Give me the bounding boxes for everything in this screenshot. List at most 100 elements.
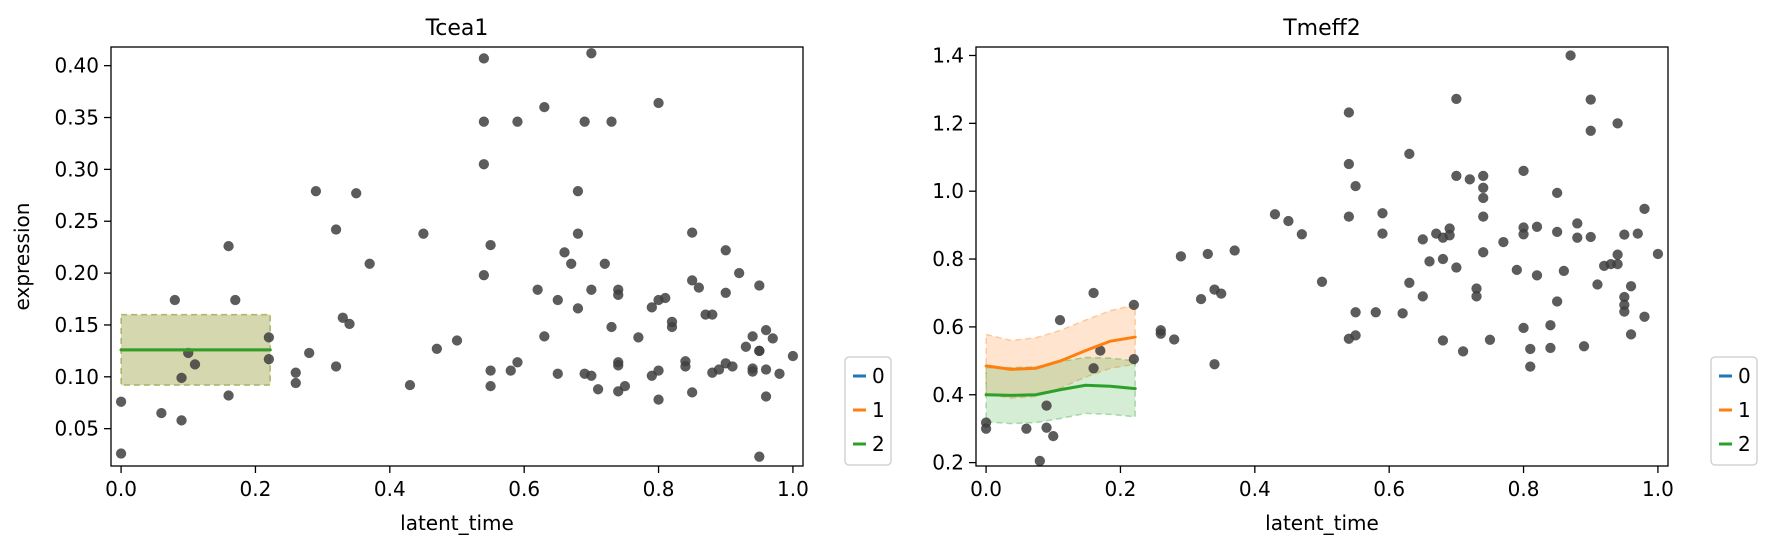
data-point bbox=[451, 335, 463, 346]
data-point bbox=[1565, 50, 1576, 61]
data-point bbox=[612, 289, 624, 301]
y-tick-label: 0.10 bbox=[54, 365, 99, 389]
data-point bbox=[720, 245, 731, 256]
data-point bbox=[1343, 107, 1355, 118]
data-point bbox=[720, 287, 731, 299]
data-point bbox=[1612, 249, 1623, 260]
data-point bbox=[364, 258, 375, 270]
data-point bbox=[418, 228, 429, 239]
data-point bbox=[1484, 334, 1496, 346]
data-point bbox=[680, 361, 691, 372]
data-point bbox=[1021, 423, 1032, 434]
data-point bbox=[1451, 170, 1462, 182]
data-point bbox=[686, 227, 698, 238]
data-point bbox=[747, 366, 758, 377]
data-point bbox=[1498, 236, 1509, 248]
data-point bbox=[1054, 314, 1066, 326]
data-point bbox=[1437, 253, 1449, 265]
data-point bbox=[586, 47, 597, 59]
data-point bbox=[1048, 430, 1059, 442]
data-point bbox=[505, 365, 516, 376]
y-tick-label: 0.15 bbox=[54, 313, 99, 337]
data-point bbox=[478, 116, 490, 127]
data-point bbox=[337, 312, 349, 323]
data-point bbox=[787, 350, 799, 362]
data-point bbox=[512, 357, 523, 368]
data-point bbox=[1350, 180, 1361, 192]
x-tick-label: 0.2 bbox=[240, 477, 272, 501]
data-point bbox=[330, 224, 342, 235]
data-point bbox=[686, 275, 698, 286]
x-tick-label: 0.8 bbox=[643, 477, 675, 501]
data-point bbox=[1578, 340, 1590, 352]
data-point bbox=[1155, 325, 1167, 336]
data-point bbox=[1424, 256, 1435, 267]
y-tick-label: 0.2 bbox=[932, 451, 964, 475]
data-point bbox=[1350, 330, 1361, 341]
data-point bbox=[156, 407, 167, 419]
data-point bbox=[579, 116, 590, 127]
legend-label-2: 2 bbox=[872, 432, 885, 456]
data-point bbox=[1625, 280, 1637, 292]
legend: 0 1 2 bbox=[1710, 356, 1758, 466]
data-point bbox=[169, 294, 181, 306]
data-point bbox=[512, 116, 523, 127]
data-point bbox=[1202, 248, 1214, 260]
legend: 0 1 2 bbox=[844, 356, 892, 466]
data-point bbox=[478, 269, 490, 281]
data-point bbox=[1612, 118, 1623, 129]
data-point bbox=[760, 324, 772, 336]
data-point bbox=[1437, 335, 1449, 346]
plot-area bbox=[980, 50, 1664, 466]
data-point bbox=[1477, 170, 1489, 182]
y-tick-label: 0.25 bbox=[54, 209, 99, 233]
data-point bbox=[1444, 230, 1455, 241]
x-tick-label: 0.6 bbox=[508, 477, 540, 501]
data-point bbox=[707, 309, 718, 320]
data-point bbox=[1477, 182, 1489, 194]
data-point bbox=[1451, 93, 1462, 105]
data-point bbox=[1585, 231, 1596, 243]
data-point bbox=[478, 53, 490, 64]
data-point bbox=[1417, 234, 1429, 245]
data-point bbox=[230, 294, 241, 306]
data-point bbox=[1518, 322, 1529, 334]
data-point bbox=[1585, 125, 1596, 137]
data-point bbox=[754, 451, 765, 462]
data-point bbox=[572, 303, 584, 314]
data-point bbox=[767, 333, 779, 344]
x-tick-label: 0.4 bbox=[374, 477, 406, 501]
legend-box bbox=[844, 356, 892, 466]
data-point bbox=[1652, 248, 1664, 260]
data-point bbox=[586, 284, 597, 295]
x-tick-label: 1.0 bbox=[1642, 477, 1674, 501]
data-point bbox=[653, 365, 664, 376]
data-point bbox=[1639, 311, 1650, 322]
data-point bbox=[330, 361, 342, 372]
data-point bbox=[290, 367, 302, 378]
data-point bbox=[263, 332, 275, 343]
data-point bbox=[1370, 307, 1381, 318]
data-point bbox=[1397, 308, 1408, 319]
data-point bbox=[189, 359, 201, 370]
confidence-band-series-1 bbox=[985, 303, 1136, 399]
y-tick-label: 0.4 bbox=[932, 383, 964, 407]
data-point bbox=[1518, 165, 1529, 177]
data-point bbox=[263, 353, 275, 365]
data-point bbox=[552, 368, 564, 379]
data-point bbox=[1283, 215, 1294, 227]
data-point bbox=[760, 364, 772, 375]
data-point bbox=[310, 185, 322, 197]
y-tick-label: 0.30 bbox=[54, 157, 99, 181]
x-tick-label: 0.0 bbox=[970, 477, 1002, 501]
x-tick-label: 0.2 bbox=[1105, 477, 1137, 501]
data-point bbox=[1477, 247, 1489, 258]
data-point bbox=[485, 365, 496, 376]
data-point bbox=[1377, 228, 1388, 239]
legend-label-2: 2 bbox=[1738, 432, 1751, 456]
data-point bbox=[653, 394, 664, 405]
data-point bbox=[612, 360, 624, 371]
data-point bbox=[1572, 232, 1583, 243]
data-point bbox=[485, 380, 496, 392]
